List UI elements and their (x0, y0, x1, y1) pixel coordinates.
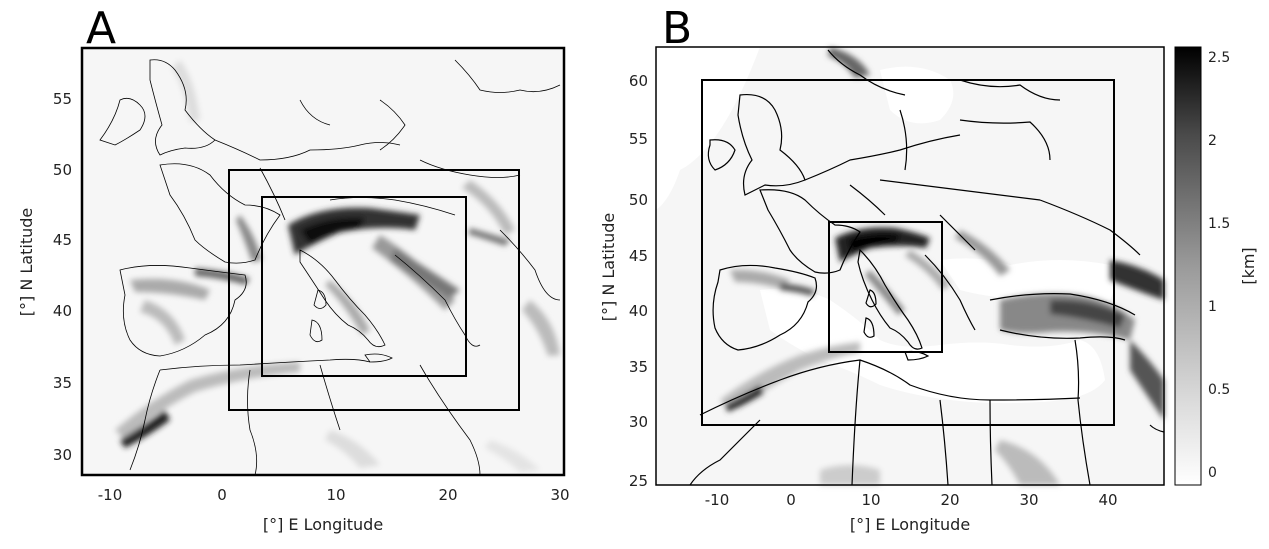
y-tick-label: 55 (53, 90, 72, 108)
y-tick-label: 35 (53, 374, 72, 392)
domain-box-inner-b (828, 221, 943, 353)
colorbar-scale (1174, 46, 1202, 486)
x-axis-label-a: [°] E Longitude (263, 515, 383, 534)
map-a-frame (80, 46, 566, 477)
colorbar-label: [km] (1239, 247, 1258, 284)
panel-b: B (599, 3, 1165, 534)
x-ticks-a: -10 0 10 20 30 (98, 486, 570, 504)
x-tick-label: 20 (940, 491, 959, 509)
sea-mediterranean (760, 288, 1105, 404)
map-a (80, 46, 566, 477)
x-tick-label: 10 (861, 491, 880, 509)
colorbar-tick: 1 (1208, 299, 1217, 315)
y-tick-label: 50 (629, 191, 648, 209)
x-tick-label: -10 (98, 486, 123, 504)
y-tick-label: 45 (629, 247, 648, 265)
y-ticks-a: 30 35 40 45 50 55 (53, 90, 72, 464)
coastlines-a (99, 59, 561, 476)
y-axis-label-a: [°] N Latitude (17, 208, 36, 316)
y-axis-label-b: [°] N Latitude (599, 213, 618, 321)
x-tick-label: 30 (1019, 491, 1038, 509)
panel-a: A (17, 3, 570, 534)
colorbar-tick: 0.5 (1208, 382, 1230, 398)
y-tick-label: 30 (629, 413, 648, 431)
domain-box-inner-a (261, 196, 467, 377)
colorbar-tick: 0 (1208, 465, 1217, 481)
x-tick-label: 0 (786, 491, 796, 509)
colorbar: 2.5 2 1.5 1 0.5 0 [km] (1174, 46, 1258, 486)
map-b (655, 46, 1165, 486)
sea-black (940, 258, 1115, 300)
domain-box-outer-b (701, 79, 1115, 426)
terrain-b (720, 47, 1164, 485)
domain-box-outer-a (228, 169, 520, 411)
y-tick-label: 35 (629, 358, 648, 376)
x-axis-label-b: [°] E Longitude (850, 515, 970, 534)
x-tick-label: 0 (217, 486, 227, 504)
y-tick-label: 45 (53, 231, 72, 249)
coastlines-b (689, 49, 1165, 486)
map-b-frame (655, 46, 1165, 486)
x-tick-label: 20 (438, 486, 457, 504)
colorbar-tick: 1.5 (1208, 216, 1230, 232)
y-tick-label: 25 (629, 472, 648, 490)
y-tick-label: 60 (629, 72, 648, 90)
colorbar-tick: 2.5 (1208, 50, 1230, 66)
x-tick-label: -10 (705, 491, 730, 509)
x-ticks-b: -10 0 10 20 30 40 (705, 491, 1118, 509)
sea-atlantic (656, 47, 760, 210)
y-tick-label: 30 (53, 446, 72, 464)
y-ticks-b: 25 30 35 40 45 50 55 60 (629, 72, 648, 490)
panel-letter-a: A (86, 3, 116, 54)
colorbar-tick: 2 (1208, 133, 1217, 149)
panel-letter-b: B (662, 3, 692, 54)
y-tick-label: 40 (629, 302, 648, 320)
x-tick-label: 40 (1098, 491, 1117, 509)
x-tick-label: 10 (326, 486, 345, 504)
y-tick-label: 50 (53, 161, 72, 179)
terrain-a (115, 60, 560, 472)
y-tick-label: 55 (629, 130, 648, 148)
y-tick-label: 40 (53, 302, 72, 320)
x-tick-label: 30 (550, 486, 569, 504)
